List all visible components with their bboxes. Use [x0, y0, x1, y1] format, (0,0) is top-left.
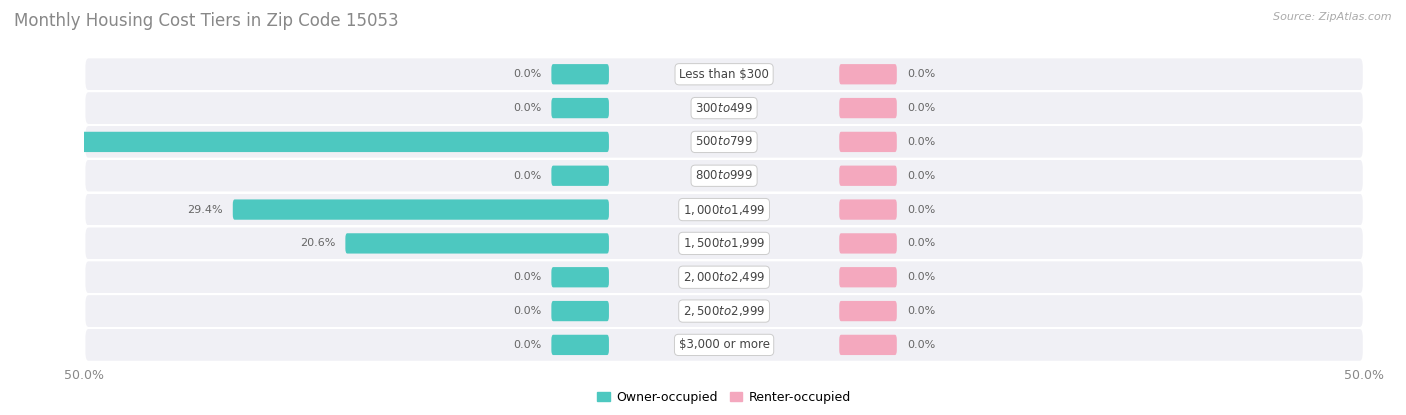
FancyBboxPatch shape	[839, 64, 897, 84]
FancyBboxPatch shape	[346, 233, 609, 254]
Text: 0.0%: 0.0%	[513, 103, 541, 113]
Text: $2,500 to $2,999: $2,500 to $2,999	[683, 304, 765, 318]
Text: $1,500 to $1,999: $1,500 to $1,999	[683, 237, 765, 250]
Text: $2,000 to $2,499: $2,000 to $2,499	[683, 270, 765, 284]
Text: 0.0%: 0.0%	[907, 306, 935, 316]
FancyBboxPatch shape	[84, 227, 1364, 260]
Text: $3,000 or more: $3,000 or more	[679, 338, 769, 352]
Text: 0.0%: 0.0%	[907, 69, 935, 79]
FancyBboxPatch shape	[551, 301, 609, 321]
Text: 0.0%: 0.0%	[513, 69, 541, 79]
Text: $500 to $799: $500 to $799	[695, 135, 754, 149]
FancyBboxPatch shape	[551, 98, 609, 118]
FancyBboxPatch shape	[839, 335, 897, 355]
Text: $300 to $499: $300 to $499	[695, 102, 754, 115]
FancyBboxPatch shape	[839, 200, 897, 220]
FancyBboxPatch shape	[84, 57, 1364, 91]
FancyBboxPatch shape	[551, 166, 609, 186]
FancyBboxPatch shape	[839, 267, 897, 287]
FancyBboxPatch shape	[839, 233, 897, 254]
Text: 0.0%: 0.0%	[907, 171, 935, 181]
FancyBboxPatch shape	[839, 98, 897, 118]
FancyBboxPatch shape	[0, 132, 609, 152]
FancyBboxPatch shape	[84, 159, 1364, 193]
FancyBboxPatch shape	[84, 260, 1364, 294]
FancyBboxPatch shape	[839, 301, 897, 321]
Text: 0.0%: 0.0%	[907, 205, 935, 215]
Text: Less than $300: Less than $300	[679, 68, 769, 81]
Text: 0.0%: 0.0%	[907, 340, 935, 350]
FancyBboxPatch shape	[84, 294, 1364, 328]
Text: 0.0%: 0.0%	[907, 103, 935, 113]
Text: $800 to $999: $800 to $999	[695, 169, 754, 182]
FancyBboxPatch shape	[839, 132, 897, 152]
Text: 0.0%: 0.0%	[907, 137, 935, 147]
Text: 0.0%: 0.0%	[513, 306, 541, 316]
Text: 0.0%: 0.0%	[513, 171, 541, 181]
FancyBboxPatch shape	[839, 166, 897, 186]
Text: 0.0%: 0.0%	[907, 238, 935, 249]
Text: 20.6%: 20.6%	[299, 238, 335, 249]
Text: Monthly Housing Cost Tiers in Zip Code 15053: Monthly Housing Cost Tiers in Zip Code 1…	[14, 12, 399, 30]
FancyBboxPatch shape	[551, 267, 609, 287]
Text: 29.4%: 29.4%	[187, 205, 222, 215]
FancyBboxPatch shape	[84, 328, 1364, 362]
FancyBboxPatch shape	[84, 125, 1364, 159]
Legend: Owner-occupied, Renter-occupied: Owner-occupied, Renter-occupied	[592, 386, 856, 409]
Text: 0.0%: 0.0%	[513, 340, 541, 350]
FancyBboxPatch shape	[233, 200, 609, 220]
Text: $1,000 to $1,499: $1,000 to $1,499	[683, 203, 765, 217]
FancyBboxPatch shape	[84, 193, 1364, 227]
FancyBboxPatch shape	[551, 64, 609, 84]
FancyBboxPatch shape	[84, 91, 1364, 125]
Text: 0.0%: 0.0%	[907, 272, 935, 282]
FancyBboxPatch shape	[551, 335, 609, 355]
Text: 0.0%: 0.0%	[513, 272, 541, 282]
Text: Source: ZipAtlas.com: Source: ZipAtlas.com	[1274, 12, 1392, 22]
